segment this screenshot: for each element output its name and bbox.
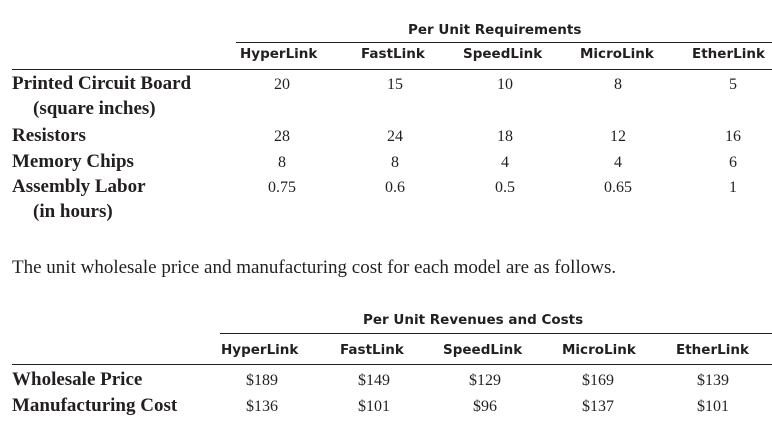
- cell: $137: [582, 398, 614, 415]
- cell: 0.65: [604, 179, 632, 196]
- cell: $189: [246, 372, 278, 389]
- group-header-rule: [220, 333, 772, 334]
- column-header-rule: [12, 69, 772, 70]
- row-label-memory-chips: Memory Chips: [12, 151, 134, 172]
- column-header-speedlink: SpeedLink: [463, 46, 543, 62]
- row-label-assembly-labor: Assembly Labor: [12, 176, 146, 197]
- row-sublabel-square-inches: (square inches): [33, 98, 156, 119]
- cell: 0.5: [495, 179, 515, 196]
- cell: 0.75: [268, 179, 296, 196]
- row-label-resistors: Resistors: [12, 125, 86, 146]
- cell: 24: [387, 128, 403, 145]
- row-label-manufacturing-cost: Manufacturing Cost: [12, 395, 178, 416]
- column-header-speedlink: SpeedLink: [443, 342, 523, 358]
- cell: 28: [274, 128, 290, 145]
- requirements-group-header: Per Unit Requirements: [408, 22, 582, 38]
- cell: $149: [358, 372, 390, 389]
- cell: 4: [614, 154, 622, 171]
- cell: $101: [697, 398, 729, 415]
- cell: 4: [501, 154, 509, 171]
- cell: $169: [582, 372, 614, 389]
- column-header-hyperlink: HyperLink: [221, 342, 299, 358]
- column-header-etherlink: EtherLink: [676, 342, 749, 358]
- body-paragraph: The unit wholesale price and manufacturi…: [12, 257, 617, 278]
- cell: 20: [274, 76, 290, 93]
- cell: 15: [387, 76, 403, 93]
- cell: 5: [729, 76, 737, 93]
- column-header-hyperlink: HyperLink: [240, 46, 318, 62]
- cell: 1: [729, 179, 737, 196]
- row-sublabel-in-hours: (in hours): [33, 201, 113, 222]
- cell: $129: [469, 372, 501, 389]
- column-header-rule: [12, 364, 772, 365]
- cell: $96: [473, 398, 497, 415]
- cell: 8: [278, 154, 286, 171]
- column-header-fastlink: FastLink: [340, 342, 404, 358]
- cell: 10: [497, 76, 513, 93]
- cell: $101: [358, 398, 390, 415]
- column-header-fastlink: FastLink: [361, 46, 425, 62]
- column-header-microlink: MicroLink: [562, 342, 636, 358]
- group-header-rule: [236, 42, 772, 43]
- column-header-microlink: MicroLink: [580, 46, 654, 62]
- column-header-etherlink: EtherLink: [692, 46, 765, 62]
- cell: 8: [391, 154, 399, 171]
- cell: 6: [729, 154, 737, 171]
- cell: 18: [497, 128, 513, 145]
- row-label-wholesale-price: Wholesale Price: [12, 369, 143, 390]
- cell: 12: [610, 128, 626, 145]
- cell: $136: [246, 398, 278, 415]
- cell: 0.6: [385, 179, 405, 196]
- cell: $139: [697, 372, 729, 389]
- cell: 8: [614, 76, 622, 93]
- cell: 16: [725, 128, 741, 145]
- row-label-printed-circuit-board: Printed Circuit Board: [12, 73, 192, 94]
- revenues-group-header: Per Unit Revenues and Costs: [363, 312, 584, 328]
